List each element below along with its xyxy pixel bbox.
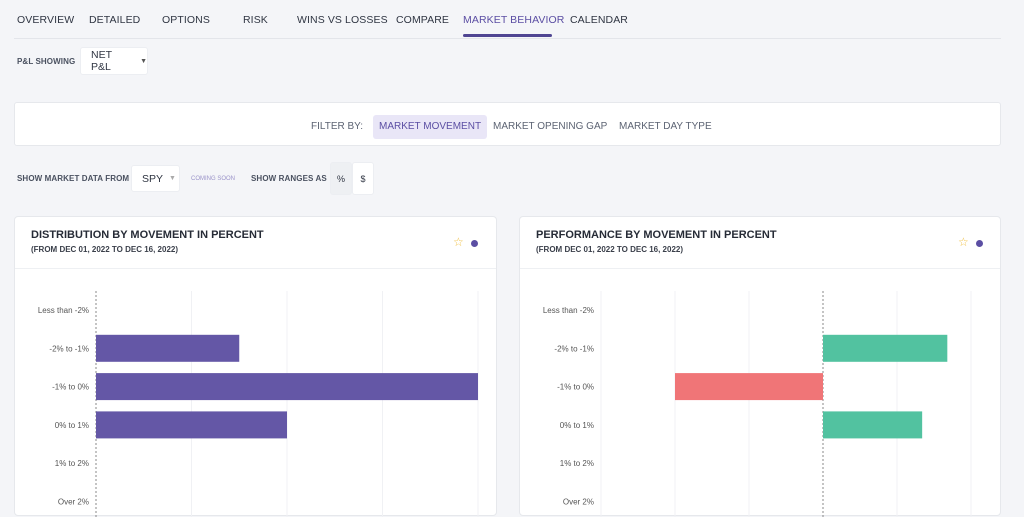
tab-detailed[interactable]: DETAILED <box>89 14 141 26</box>
tab-risk[interactable]: RISK <box>243 14 268 26</box>
distribution-chart-card: DISTRIBUTION BY MOVEMENT IN PERCENT (FRO… <box>14 216 497 517</box>
category-label: 1% to 2% <box>55 459 89 468</box>
range-percent-button[interactable]: % <box>330 162 352 195</box>
active-tab-indicator <box>463 34 552 37</box>
card-header: PERFORMANCE BY MOVEMENT IN PERCENT (FROM… <box>520 217 1000 269</box>
bar <box>823 334 948 362</box>
range-dollar-button[interactable]: $ <box>352 162 374 195</box>
category-label: -2% to -1% <box>554 344 594 353</box>
range-percent-label: % <box>336 173 345 184</box>
market-data-label: SHOW MARKET DATA FROM <box>17 174 130 183</box>
caret-down-icon: ▼ <box>169 175 176 182</box>
pnl-label: P&L SHOWING <box>17 57 76 66</box>
tab-options[interactable]: OPTIONS <box>162 14 210 26</box>
bar <box>96 373 478 401</box>
category-label: 1% to 2% <box>560 459 594 468</box>
bar <box>823 411 923 439</box>
filter-market-day-type[interactable]: MARKET DAY TYPE <box>619 121 712 132</box>
range-dollar-label: $ <box>360 173 366 184</box>
category-label: Over 2% <box>563 498 594 507</box>
category-label: Over 2% <box>58 498 89 507</box>
distribution-chart: Less than -2% -2% to -1% -1% to 0% 0% to 1%… <box>38 291 479 517</box>
market-source-dropdown[interactable]: SPY ▼ <box>131 165 180 192</box>
filter-market-movement[interactable]: MARKET MOVEMENT <box>373 115 488 139</box>
chart-title: DISTRIBUTION BY MOVEMENT IN PERCENT <box>31 229 264 241</box>
bar <box>96 334 240 362</box>
category-label: Less than -2% <box>543 306 594 315</box>
ranges-label: SHOW RANGES AS <box>251 174 327 183</box>
tab-calendar[interactable]: CALENDAR <box>570 14 628 26</box>
tab-compare[interactable]: COMPARE <box>396 14 450 26</box>
category-label: Less than -2% <box>38 306 89 315</box>
tab-market-behavior[interactable]: MARKET BEHAVIOR <box>463 14 565 26</box>
filter-panel: FILTER BY: MARKET MOVEMENT MARKET OPENIN… <box>14 102 1001 146</box>
tab-wins-vs-losses[interactable]: WINS VS LOSSES <box>297 14 388 26</box>
caret-down-icon: ▼ <box>140 57 147 65</box>
star-icon[interactable]: ☆ <box>958 235 969 249</box>
bar <box>96 411 287 439</box>
category-label: -2% to -1% <box>49 344 89 353</box>
info-icon[interactable] <box>976 240 983 247</box>
chart-subtitle: (FROM DEC 01, 2022 TO DEC 16, 2022) <box>536 245 684 254</box>
filter-label: FILTER BY: <box>311 121 364 132</box>
category-label: -1% to 0% <box>52 383 89 392</box>
category-label: 0% to 1% <box>55 421 89 430</box>
category-label: 0% to 1% <box>560 421 594 430</box>
info-icon[interactable] <box>471 240 478 247</box>
market-source-value: SPY <box>142 172 164 185</box>
performance-chart-card: PERFORMANCE BY MOVEMENT IN PERCENT (FROM… <box>519 216 1001 517</box>
filter-market-opening-gap[interactable]: MARKET OPENING GAP <box>493 121 608 132</box>
star-icon[interactable]: ☆ <box>453 235 464 249</box>
chart-subtitle: (FROM DEC 01, 2022 TO DEC 16, 2022) <box>31 245 179 254</box>
bar <box>675 373 823 401</box>
performance-chart: Less than -2% -2% to -1% -1% to 0% 0% to 1%… <box>543 291 972 517</box>
category-label: -1% to 0% <box>557 383 594 392</box>
pnl-dropdown[interactable]: NET P&L ▼ <box>80 47 148 75</box>
tab-overview[interactable]: OVERVIEW <box>17 14 75 26</box>
tab-bar: OVERVIEW DETAILED OPTIONS RISK WINS VS L… <box>14 0 1001 39</box>
chart-title: PERFORMANCE BY MOVEMENT IN PERCENT <box>536 229 777 241</box>
pnl-value: NET P&L <box>91 49 112 73</box>
coming-soon-label: COMING SOON <box>191 176 236 182</box>
card-header: DISTRIBUTION BY MOVEMENT IN PERCENT (FRO… <box>15 217 496 269</box>
